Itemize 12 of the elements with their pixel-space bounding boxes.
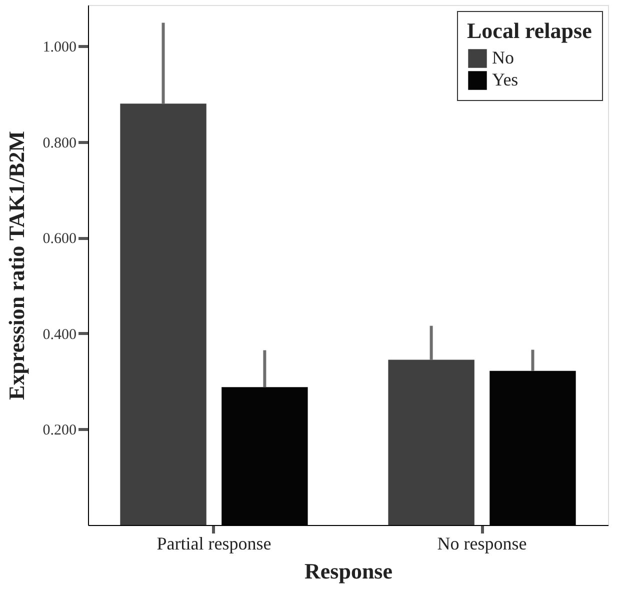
y-tick-label: 0.600 xyxy=(42,231,76,248)
x-tick-label: Partial response xyxy=(156,534,272,554)
y-tick-label: 0.200 xyxy=(42,422,76,439)
x-axis-title: Response xyxy=(304,558,393,584)
y-tick-label: 0.800 xyxy=(42,135,76,152)
legend-title: Local relapse xyxy=(467,18,592,43)
y-tick-label: 0.400 xyxy=(42,326,76,343)
legend-label: Yes xyxy=(492,70,518,90)
legend-label: No xyxy=(492,48,514,68)
x-tick-label: No response xyxy=(437,534,527,554)
y-tick-label: 1.000 xyxy=(42,40,76,56)
y-axis-title: Expression ratio TAK1/B2M xyxy=(4,130,29,400)
